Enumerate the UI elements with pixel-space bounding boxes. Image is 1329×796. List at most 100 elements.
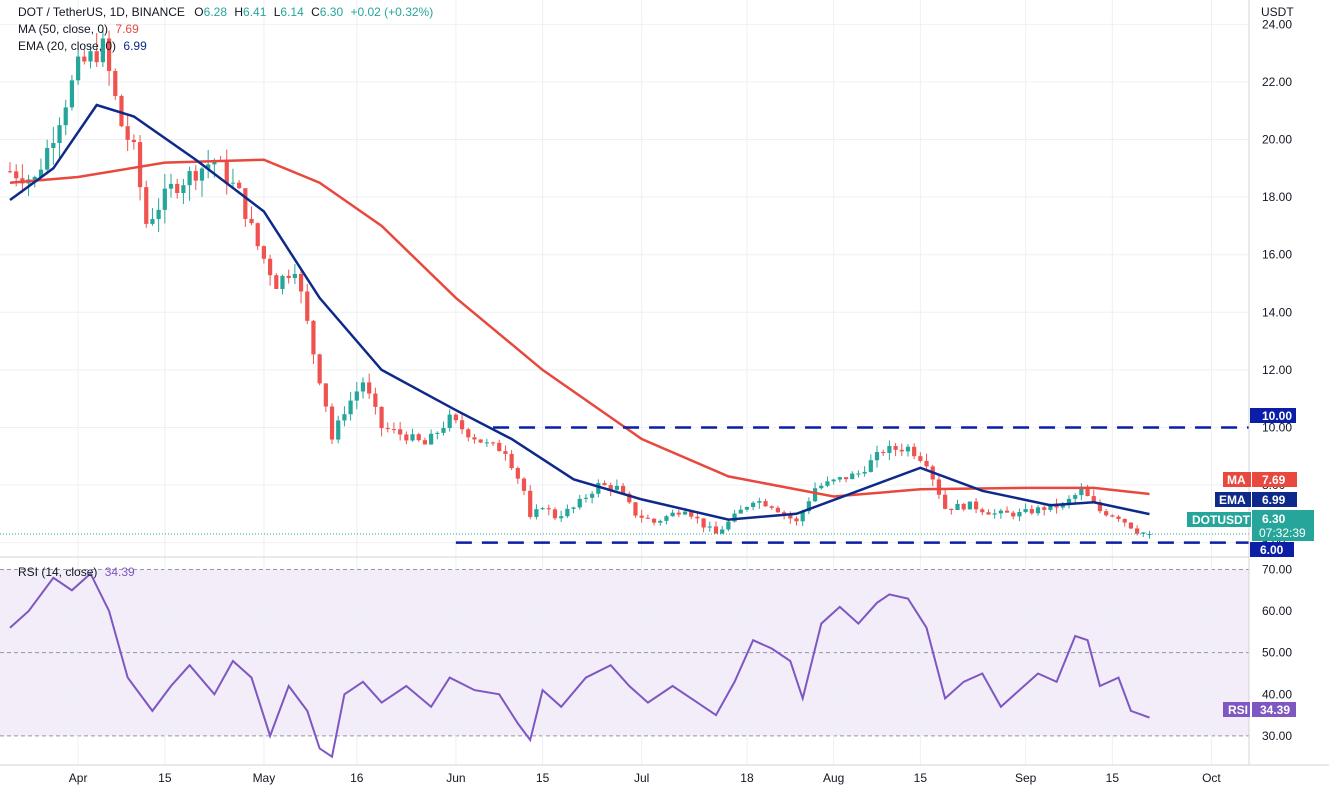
candle[interactable] bbox=[1035, 505, 1041, 516]
candle[interactable] bbox=[286, 269, 291, 284]
candle[interactable] bbox=[602, 480, 607, 486]
candle[interactable] bbox=[1104, 508, 1109, 517]
candle[interactable] bbox=[336, 415, 341, 444]
candle[interactable] bbox=[856, 470, 861, 478]
candle[interactable] bbox=[887, 440, 892, 461]
candle[interactable] bbox=[620, 482, 626, 495]
candle[interactable] bbox=[590, 491, 595, 504]
candle[interactable] bbox=[305, 283, 310, 325]
candle[interactable] bbox=[645, 514, 650, 520]
candle[interactable] bbox=[125, 114, 130, 152]
candle[interactable] bbox=[521, 477, 527, 496]
candle[interactable] bbox=[373, 387, 378, 415]
candle[interactable] bbox=[998, 508, 1003, 519]
candle[interactable] bbox=[82, 50, 87, 65]
candle[interactable] bbox=[329, 403, 335, 445]
candle[interactable] bbox=[540, 506, 545, 511]
candle[interactable] bbox=[131, 134, 136, 150]
candle[interactable] bbox=[410, 428, 415, 442]
candle[interactable] bbox=[317, 353, 322, 386]
candle[interactable] bbox=[175, 178, 180, 199]
candle[interactable] bbox=[1141, 532, 1146, 538]
candle[interactable] bbox=[7, 162, 13, 174]
candlestick-series[interactable] bbox=[7, 28, 1152, 539]
candle[interactable] bbox=[156, 198, 161, 233]
candle[interactable] bbox=[385, 422, 390, 433]
candle[interactable] bbox=[899, 443, 904, 456]
candle[interactable] bbox=[751, 501, 756, 511]
candle[interactable] bbox=[583, 494, 589, 503]
candle[interactable] bbox=[980, 507, 985, 516]
candle[interactable] bbox=[658, 519, 663, 526]
candle[interactable] bbox=[484, 438, 489, 448]
candle[interactable] bbox=[905, 443, 911, 457]
candle[interactable] bbox=[1011, 510, 1016, 520]
candle[interactable] bbox=[936, 474, 942, 499]
candle[interactable] bbox=[973, 498, 979, 514]
candle[interactable] bbox=[441, 421, 446, 436]
candle[interactable] bbox=[100, 28, 105, 68]
candle[interactable] bbox=[119, 94, 124, 128]
candle[interactable] bbox=[850, 471, 855, 480]
candle[interactable] bbox=[893, 442, 898, 457]
candle[interactable] bbox=[1042, 505, 1047, 516]
candle[interactable] bbox=[63, 99, 68, 136]
candle[interactable] bbox=[515, 466, 520, 484]
candle[interactable] bbox=[199, 167, 205, 197]
candle[interactable] bbox=[670, 509, 675, 517]
candle[interactable] bbox=[311, 319, 316, 364]
candle[interactable] bbox=[676, 509, 681, 518]
candle[interactable] bbox=[57, 117, 62, 160]
candle[interactable] bbox=[342, 406, 347, 427]
candle[interactable] bbox=[1122, 518, 1127, 527]
ema-line[interactable] bbox=[9, 103, 1150, 521]
candle[interactable] bbox=[298, 269, 304, 304]
candle[interactable] bbox=[819, 482, 824, 490]
candle[interactable] bbox=[565, 504, 570, 518]
candle[interactable] bbox=[267, 254, 273, 286]
candle[interactable] bbox=[69, 74, 75, 111]
candle[interactable] bbox=[106, 30, 112, 86]
candle[interactable] bbox=[497, 439, 502, 452]
candle[interactable] bbox=[924, 453, 929, 472]
candle[interactable] bbox=[1023, 503, 1028, 514]
candle[interactable] bbox=[732, 509, 737, 523]
candle[interactable] bbox=[552, 507, 558, 521]
candle[interactable] bbox=[1029, 504, 1034, 516]
candle[interactable] bbox=[528, 485, 533, 520]
candle[interactable] bbox=[633, 502, 638, 518]
candle[interactable] bbox=[614, 479, 620, 493]
candle[interactable] bbox=[466, 427, 471, 442]
candle[interactable] bbox=[243, 187, 248, 227]
candle[interactable] bbox=[51, 126, 56, 165]
candle[interactable] bbox=[404, 431, 409, 445]
candle[interactable] bbox=[534, 504, 539, 520]
candle[interactable] bbox=[769, 505, 774, 510]
candle[interactable] bbox=[503, 445, 508, 461]
time-axis[interactable]: Apr 15 May 16 Jun 15 Jul 18 Aug 15 Sep 15 Oct bbox=[69, 771, 1222, 785]
candle[interactable] bbox=[713, 521, 719, 534]
candle[interactable] bbox=[113, 68, 118, 101]
candle[interactable] bbox=[831, 478, 836, 485]
rsi-line[interactable] bbox=[9, 571, 1150, 759]
candle[interactable] bbox=[1079, 483, 1084, 501]
candle[interactable] bbox=[546, 504, 551, 516]
candle[interactable] bbox=[323, 383, 328, 413]
candle[interactable] bbox=[144, 180, 149, 228]
candle[interactable] bbox=[843, 477, 849, 483]
candle[interactable] bbox=[707, 521, 712, 532]
candle[interactable] bbox=[949, 508, 954, 515]
candle[interactable] bbox=[837, 476, 842, 483]
candle[interactable] bbox=[181, 178, 186, 204]
candle[interactable] bbox=[912, 443, 917, 460]
candle[interactable] bbox=[763, 498, 768, 507]
candle[interactable] bbox=[472, 433, 477, 444]
candle[interactable] bbox=[1110, 514, 1115, 518]
candle[interactable] bbox=[1128, 522, 1134, 530]
candle[interactable] bbox=[206, 149, 211, 179]
candle[interactable] bbox=[292, 263, 297, 285]
candle[interactable] bbox=[76, 47, 81, 85]
candle[interactable] bbox=[881, 449, 886, 457]
candle[interactable] bbox=[429, 429, 434, 445]
